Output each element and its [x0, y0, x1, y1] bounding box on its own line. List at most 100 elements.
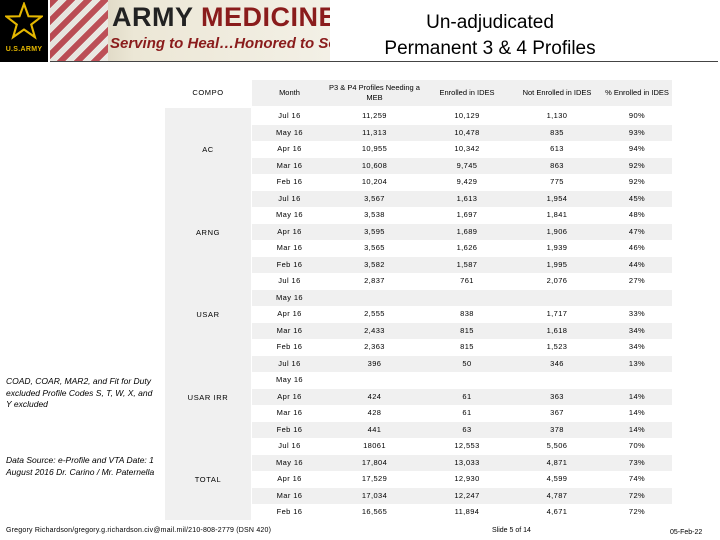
cell-month: Jul 16 [278, 111, 301, 120]
cell-p34: 10,608 [361, 160, 388, 170]
cell-not-enrolled: 4,871 [546, 457, 568, 467]
cell-p34: 424 [367, 391, 382, 401]
cell-not-enrolled: 835 [550, 127, 564, 137]
cell-month: Apr 16 [277, 474, 302, 483]
logo-text: U.S.ARMY [5, 46, 43, 53]
table-row: May 16 11,313 10,478 835 93% [252, 124, 672, 141]
exclusion-note: COAD, COAR, MAR2, and Fit for Duty exclu… [6, 376, 153, 409]
cell-pct [602, 290, 672, 306]
cell-month: Jul 16 [278, 193, 301, 203]
table-row: Feb 16 16,565 11,894 4,671 72% [252, 504, 672, 520]
cell-month: Mar 16 [276, 160, 303, 170]
cell-not-enrolled: 367 [550, 408, 564, 417]
cell-enrolled: 1,587 [456, 259, 478, 269]
cell-p34: 3,565 [364, 243, 385, 252]
cell-month: Mar 16 [276, 490, 303, 500]
cell-month: Apr 16 [277, 309, 302, 318]
table-row: Jul 16 18061 12,553 5,506 70% [252, 438, 672, 454]
flag-graphic [50, 0, 108, 62]
cell-pct [602, 372, 672, 388]
cell-enrolled: 10,478 [454, 127, 480, 137]
cell-not-enrolled: 4,599 [546, 474, 568, 483]
cell-month: Mar 16 [276, 243, 303, 252]
cell-p34: 3,538 [364, 210, 385, 219]
cell-month: May 16 [276, 210, 303, 219]
cell-pct: 33% [628, 309, 646, 318]
cell-month: Jul 16 [278, 358, 301, 368]
cell-not-enrolled: 4,787 [546, 490, 568, 500]
cell-enrolled: 815 [460, 325, 474, 335]
cell-not-enrolled [512, 372, 602, 388]
cell-p34: 10,955 [361, 144, 388, 153]
cell-month: Feb 16 [276, 424, 303, 434]
cell-month: May 16 [276, 375, 303, 384]
cell-month: Mar 16 [276, 325, 303, 335]
cell-not-enrolled: 4,671 [546, 507, 568, 516]
compo-label: USAR IRR [187, 392, 229, 402]
cell-p34: 3,582 [364, 259, 385, 269]
cell-p34: 11,259 [362, 111, 387, 120]
page-title-line2: Permanent 3 & 4 Profiles [384, 38, 596, 59]
cell-not-enrolled: 1,954 [546, 193, 568, 203]
table-row: Apr 16 17,529 12,930 4,599 74% [252, 471, 672, 487]
cell-not-enrolled: 2,076 [546, 276, 568, 285]
cell-month: Apr 16 [277, 226, 302, 236]
cell-p34 [327, 290, 422, 306]
cell-enrolled: 10,342 [454, 144, 480, 153]
cell-pct: 72% [628, 507, 646, 516]
table-row: Feb 16 2,363 815 1,523 34% [252, 339, 672, 355]
cell-enrolled: 10,129 [454, 111, 480, 120]
cell-pct: 13% [628, 358, 646, 368]
data-source-note: Data Source: e-Profile and VTA Date: 1 A… [6, 455, 155, 477]
cell-not-enrolled: 5,506 [546, 441, 568, 450]
army-medicine-banner: ARMY MEDICINE Serving to Heal…Honored to… [50, 0, 330, 62]
cell-pct: 14% [628, 408, 646, 417]
cell-enrolled: 9,429 [456, 177, 478, 186]
cell-pct: 74% [628, 474, 646, 483]
cell-pct: 92% [628, 160, 646, 170]
cell-p34: 10,204 [361, 177, 388, 186]
cell-enrolled: 50 [462, 358, 472, 368]
table-row: May 16 [252, 372, 672, 388]
banner-title: ARMY MEDICINE [112, 2, 330, 33]
cell-enrolled: 761 [460, 276, 474, 285]
cell-not-enrolled: 775 [550, 177, 564, 186]
cell-not-enrolled: 613 [550, 144, 564, 153]
cell-p34: 2,433 [364, 325, 385, 335]
cell-month: Jul 16 [278, 441, 301, 450]
cell-enrolled: 1,689 [456, 226, 478, 236]
cell-not-enrolled: 1,995 [546, 259, 568, 269]
page-title-line1: Un-adjudicated [426, 12, 554, 33]
cell-pct: 46% [628, 243, 646, 252]
cell-not-enrolled [512, 290, 602, 306]
cell-p34: 396 [367, 358, 382, 368]
table-row: Feb 16 3,582 1,587 1,995 44% [252, 256, 672, 273]
table-row: May 16 17,804 13,033 4,871 73% [252, 454, 672, 471]
header-divider [50, 61, 718, 62]
table-row: Apr 16 2,555 838 1,717 33% [252, 306, 672, 322]
cell-not-enrolled: 363 [550, 391, 564, 401]
cell-p34: 17,529 [361, 474, 388, 483]
table-row: Jul 16 2,837 761 2,076 27% [252, 273, 672, 289]
cell-p34: 441 [367, 424, 382, 434]
table-row: May 16 3,538 1,697 1,841 48% [252, 207, 672, 223]
page-title: Un-adjudicated Permanent 3 & 4 Profiles [340, 10, 640, 62]
cell-enrolled: 815 [460, 342, 474, 351]
banner-title-medicine: MEDICINE [201, 2, 330, 32]
cell-pct: 72% [628, 490, 646, 500]
compo-label: TOTAL [194, 475, 222, 484]
cell-p34: 17,034 [361, 490, 388, 500]
cell-p34: 3,595 [364, 226, 385, 236]
cell-month: May 16 [276, 292, 303, 302]
cell-pct: 90% [628, 111, 646, 120]
cell-not-enrolled: 346 [550, 358, 564, 368]
cell-enrolled: 13,033 [454, 457, 480, 467]
cell-month: May 16 [276, 457, 303, 467]
cell-pct: 93% [628, 127, 646, 137]
cell-not-enrolled: 1,939 [546, 243, 568, 252]
slide-number: Slide 5 of 14 [492, 527, 531, 534]
cell-pct: 45% [628, 193, 646, 203]
cell-month: Feb 16 [276, 507, 303, 516]
cell-month: Apr 16 [277, 391, 302, 401]
header-enrolled: Enrolled in IDES [439, 88, 495, 97]
